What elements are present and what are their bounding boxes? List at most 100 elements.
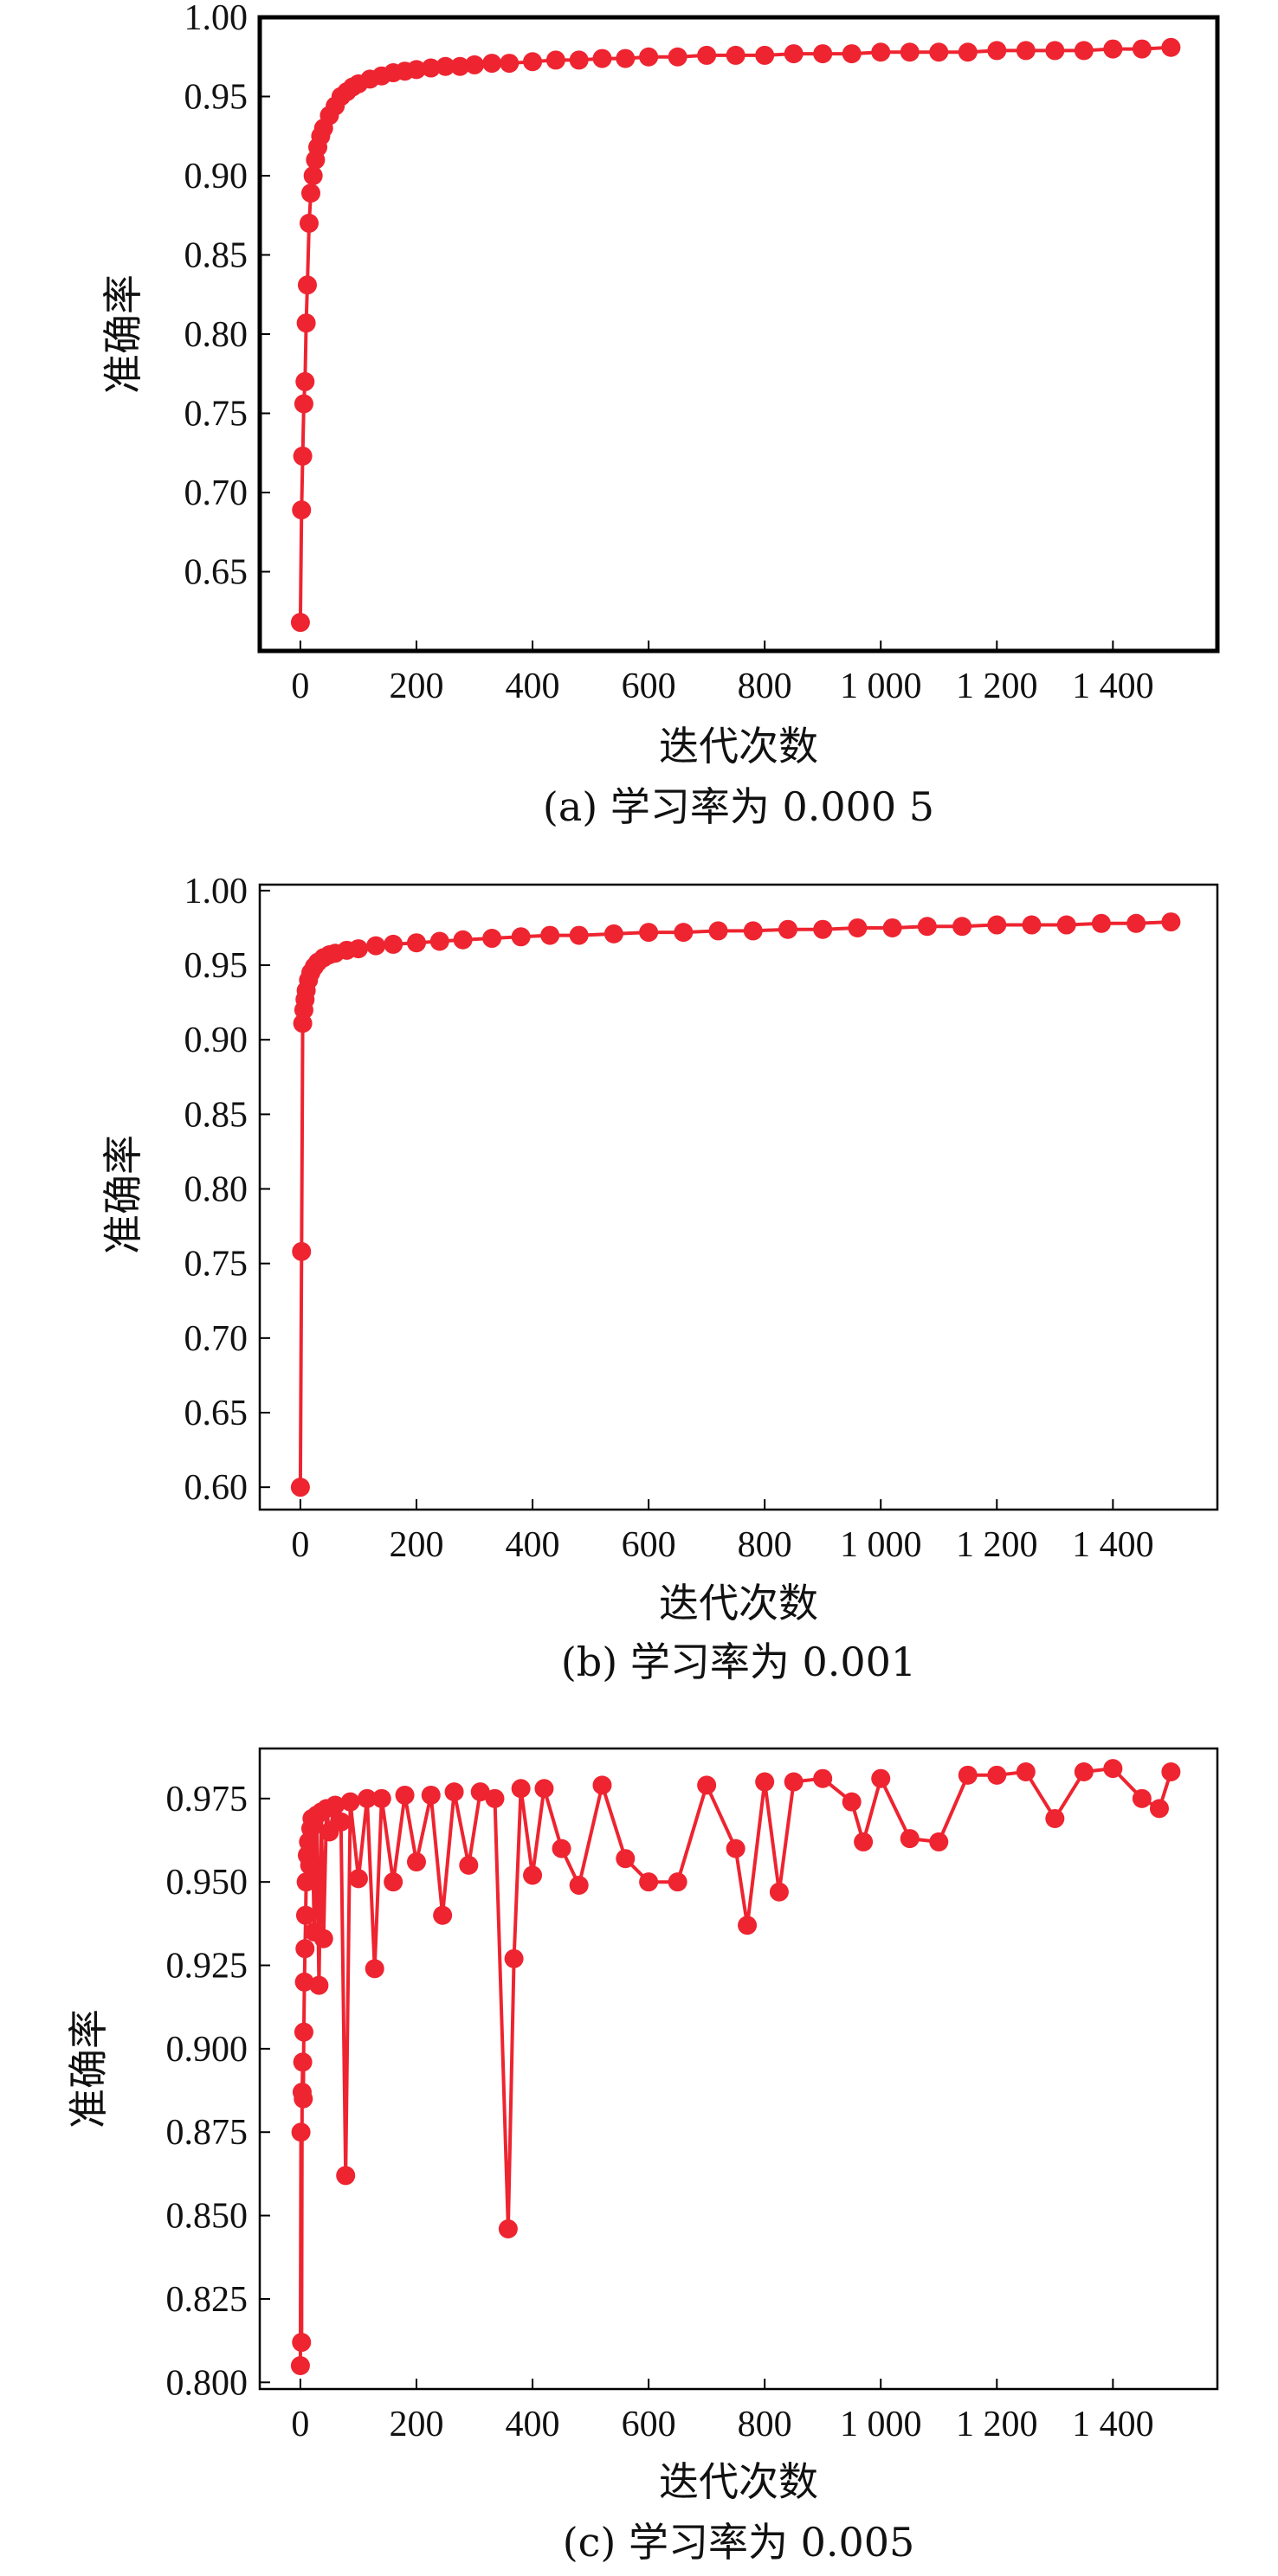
chart-a-point <box>523 52 543 72</box>
chart-c-y-ticks: 0.800 0.825 0.850 0.875 0.900 0.925 0.950 0.975 <box>166 1780 270 2403</box>
chart-a-y-tick-label: 1.00 <box>184 0 248 38</box>
chart-c-point <box>755 1772 775 1792</box>
figure-c: 0 200 400 600 800 1 000 1 200 1 400 0.800 0.825 0… <box>0 1723 1278 2576</box>
chart-a-x-tick-label: 1 400 <box>1072 667 1154 706</box>
chart-b-y-ticks: 0.60 0.65 0.70 0.75 0.80 0.85 0.90 0.95 1.00 <box>184 872 270 1508</box>
chart-b-point <box>743 921 763 941</box>
chart-b-point <box>604 924 623 943</box>
chart-a-point <box>292 500 312 520</box>
chart-c-frame <box>258 1747 1219 2391</box>
chart-a-point <box>1132 39 1152 59</box>
chart-c-point <box>371 1788 391 1808</box>
chart-b-point <box>708 921 728 941</box>
chart-c-point <box>668 1872 687 1892</box>
chart-a-point <box>296 313 316 333</box>
chart-b-x-ticks: 0 200 400 600 800 1 000 1 200 1 400 <box>291 1499 1154 1565</box>
chart-c-point <box>485 1788 505 1808</box>
chart-c-y-tick-label: 0.925 <box>166 1947 248 1987</box>
chart-a-point <box>900 42 920 62</box>
chart-a-x-tick-label: 400 <box>506 667 560 706</box>
chart-a-point <box>436 56 455 76</box>
chart-c-point <box>569 1876 589 1896</box>
chart-a-point <box>545 50 565 70</box>
chart-b-point <box>348 939 368 959</box>
chart-c-point <box>523 1865 543 1885</box>
chart-b-point <box>1022 915 1042 935</box>
chart-a-point <box>1074 41 1094 61</box>
chart-c-point <box>958 1765 978 1785</box>
chart-b-point <box>290 1478 310 1497</box>
chart-b-x-tick-label: 1 000 <box>840 1525 922 1565</box>
figure-a: 0 200 400 600 800 1 000 1 200 1 400 0.65 0.70 0.7… <box>0 0 1278 853</box>
chart-a-point <box>929 42 949 62</box>
chart-b-point <box>406 933 426 953</box>
chart-a-point <box>450 56 470 76</box>
chart-b-point <box>987 915 1007 935</box>
chart-c-point <box>854 1832 874 1852</box>
chart-c-point <box>738 1916 758 1935</box>
chart-a-point <box>755 45 775 65</box>
chart-c-point <box>1103 1759 1123 1779</box>
chart-b-point <box>292 1241 312 1261</box>
chart-c-point <box>534 1779 554 1799</box>
chart-a-y-tick-label: 0.80 <box>184 315 248 355</box>
chart-a-point <box>1161 37 1181 57</box>
chart-b-y-tick-label: 0.95 <box>184 946 248 986</box>
chart-c-x-axis-label: 迭代次数 <box>659 2458 818 2505</box>
chart-c-point <box>433 1905 453 1925</box>
chart-c-point <box>1149 1799 1169 1819</box>
chart-c-point <box>295 1939 315 1959</box>
chart-a-point <box>421 58 441 78</box>
chart-a-point <box>1103 39 1123 59</box>
chart-c-y-tick-label: 0.875 <box>166 2113 248 2153</box>
chart-b-caption: (b) 学习率为 0.001 <box>561 1639 916 1685</box>
chart-b-point <box>482 929 502 949</box>
chart-a-point <box>871 42 891 62</box>
chart-a-y-tick-label: 0.95 <box>184 78 248 118</box>
chart-b-point <box>511 927 531 947</box>
chart-c-point <box>1016 1761 1036 1781</box>
chart-c-point <box>498 2219 518 2238</box>
chart-b-point <box>639 923 659 943</box>
chart-b-point <box>952 917 972 937</box>
chart-a-frame <box>257 15 1220 654</box>
chart-c-y-tick-label: 0.900 <box>166 2030 248 2070</box>
chart-b-y-axis-label: 准确率 <box>100 1135 146 1254</box>
chart-b-x-tick-label: 1 200 <box>956 1525 1038 1565</box>
chart-a-x-tick-label: 600 <box>622 667 676 706</box>
chart-c-svg: 0 200 400 600 800 1 000 1 200 1 400 0.8000.8250… <box>65 1747 1219 2566</box>
chart-a-x-axis-label: 迭代次数 <box>659 723 818 770</box>
chart-c-point <box>900 1829 920 1849</box>
chart-c-point <box>294 1972 314 1992</box>
chart-c-point <box>406 1852 426 1872</box>
chart-b-point <box>882 918 902 937</box>
chart-c-point <box>292 2333 312 2353</box>
chart-a-y-ticks: 0.65 0.70 0.75 0.80 0.85 0.90 0.95 1.00 <box>184 0 270 593</box>
chart-a-point <box>297 275 317 295</box>
chart-a-y-tick-label: 0.85 <box>184 236 248 276</box>
chart-c-point <box>459 1855 479 1875</box>
chart-c-y-tick-label: 0.950 <box>166 1863 248 1903</box>
chart-c-point <box>358 1788 378 1808</box>
chart-c-point <box>552 1839 571 1858</box>
chart-c-point <box>1161 1761 1181 1781</box>
chart-a-svg: 0 200 400 600 800 1 000 1 200 1 400 0.65 0.70 0.7… <box>100 0 1220 830</box>
chart-c-point <box>616 1849 636 1869</box>
chart-c-point <box>313 1929 333 1948</box>
chart-b-svg: 0 200 400 600 800 1 000 1 200 1 400 0.60 0.65 0.7… <box>100 872 1219 1685</box>
chart-c-x-tick-label: 1 000 <box>840 2405 922 2444</box>
chart-a-point <box>482 54 502 74</box>
chart-c-point <box>326 1795 345 1815</box>
chart-c-point <box>395 1785 415 1805</box>
chart-c-point <box>987 1765 1007 1785</box>
chart-c-point <box>504 1948 524 1968</box>
chart-b-x-tick-label: 400 <box>506 1525 560 1565</box>
chart-a-series-line <box>298 45 1172 623</box>
chart-c-point <box>294 2022 313 2042</box>
chart-a-point <box>784 44 804 64</box>
chart-c-x-tick-label: 800 <box>738 2405 792 2444</box>
chart-b-y-tick-label: 1.00 <box>184 872 248 911</box>
chart-a-point <box>726 45 746 65</box>
chart-c-point <box>1045 1808 1065 1828</box>
chart-a-x-tick-label: 800 <box>738 667 792 706</box>
